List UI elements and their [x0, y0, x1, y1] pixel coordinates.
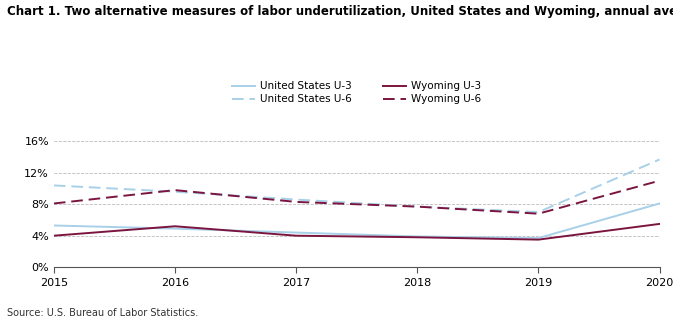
- United States U-6: [50, 183, 58, 187]
- Text: Source: U.S. Bureau of Labor Statistics.: Source: U.S. Bureau of Labor Statistics.: [7, 308, 198, 318]
- Wyoming U-3: [50, 234, 58, 238]
- United States U-3: [292, 231, 300, 234]
- Line: United States U-3: United States U-3: [54, 204, 660, 238]
- United States U-3: [656, 202, 664, 205]
- Line: Wyoming U-3: Wyoming U-3: [54, 224, 660, 240]
- Wyoming U-6: [656, 179, 664, 183]
- United States U-3: [534, 236, 542, 240]
- Line: Wyoming U-6: Wyoming U-6: [54, 181, 660, 214]
- Wyoming U-3: [413, 235, 421, 239]
- Wyoming U-6: [50, 202, 58, 205]
- Wyoming U-6: [413, 205, 421, 209]
- United States U-6: [413, 205, 421, 209]
- Wyoming U-3: [292, 234, 300, 238]
- United States U-6: [292, 198, 300, 202]
- Line: United States U-6: United States U-6: [54, 160, 660, 212]
- Wyoming U-6: [292, 200, 300, 204]
- Wyoming U-3: [656, 222, 664, 226]
- United States U-6: [171, 190, 179, 194]
- United States U-6: [534, 210, 542, 214]
- Wyoming U-6: [534, 212, 542, 216]
- Wyoming U-6: [171, 188, 179, 192]
- United States U-6: [656, 158, 664, 162]
- United States U-3: [50, 224, 58, 227]
- Wyoming U-3: [534, 238, 542, 242]
- Legend: United States U-3, United States U-6, Wyoming U-3, Wyoming U-6: United States U-3, United States U-6, Wy…: [232, 81, 481, 104]
- Text: Chart 1. Two alternative measures of labor underutilization, United States and W: Chart 1. Two alternative measures of lab…: [7, 5, 673, 18]
- Wyoming U-3: [171, 225, 179, 228]
- United States U-3: [171, 227, 179, 231]
- United States U-3: [413, 235, 421, 238]
